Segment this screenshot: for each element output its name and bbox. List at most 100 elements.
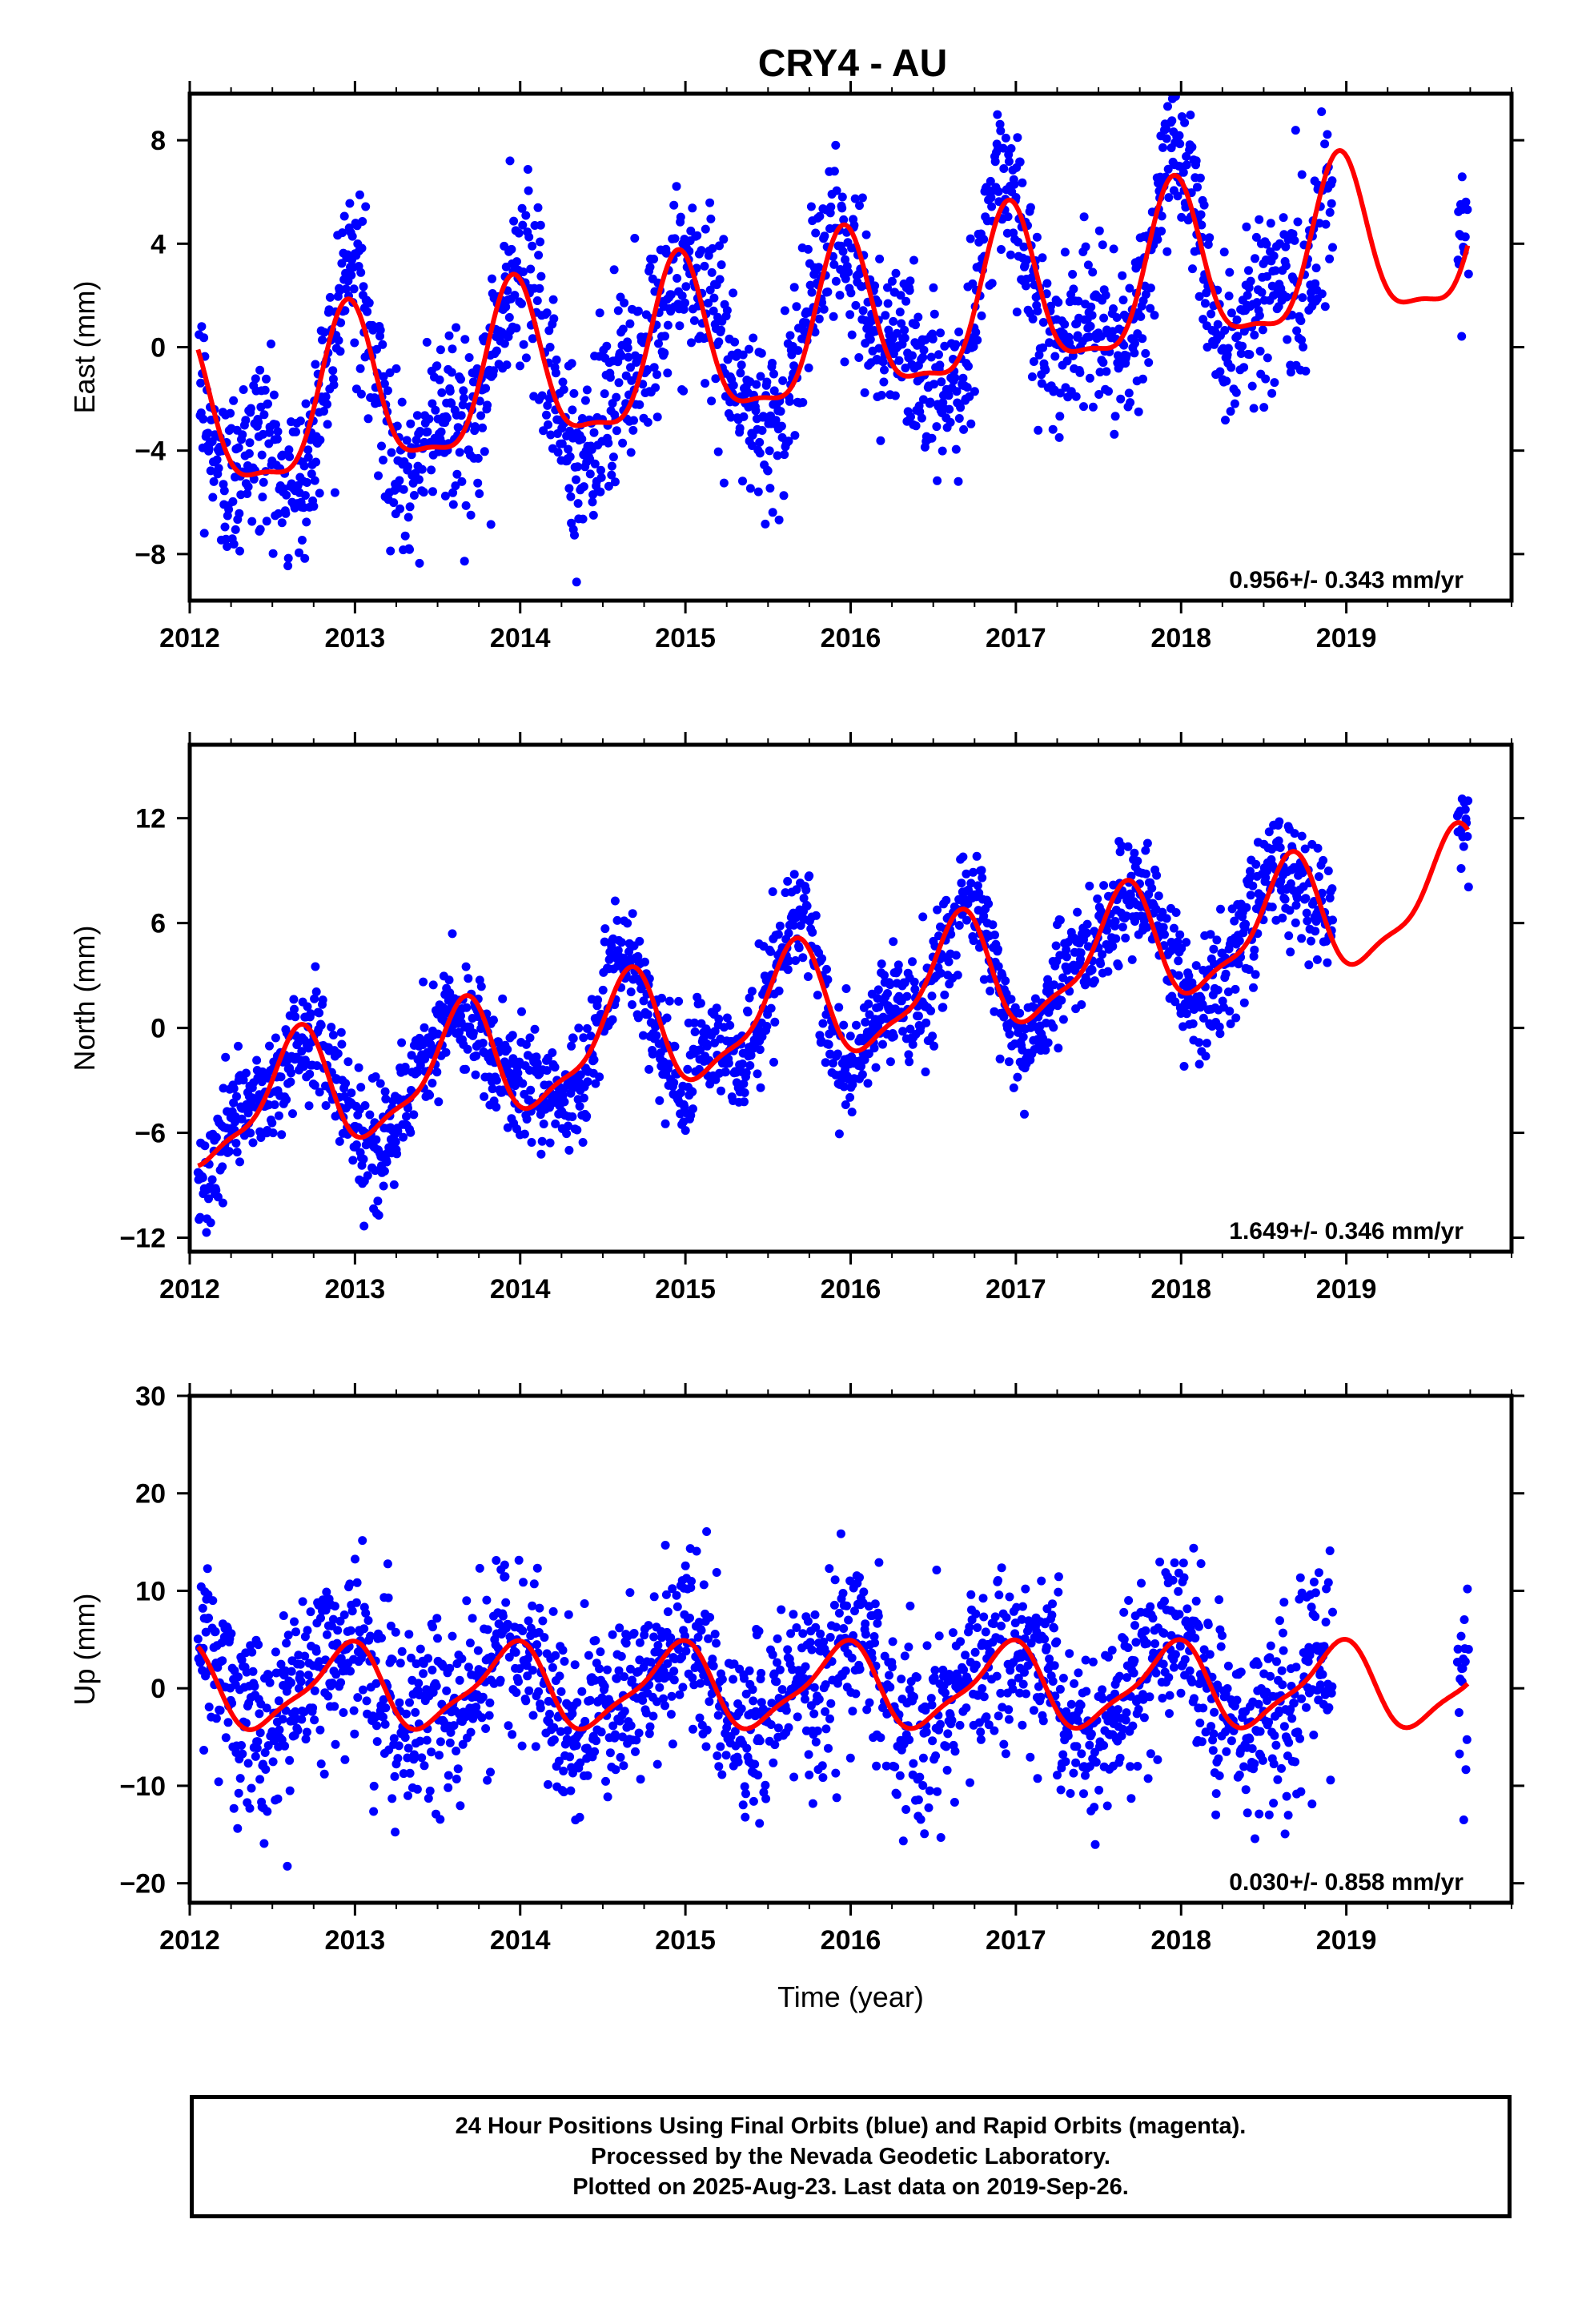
north-data-point bbox=[441, 1047, 451, 1057]
east-data-point bbox=[1012, 308, 1022, 317]
north-data-point bbox=[773, 930, 783, 939]
east-data-point bbox=[1297, 170, 1307, 179]
east-data-point bbox=[778, 376, 788, 385]
north-data-point bbox=[845, 1092, 855, 1102]
up-data-point bbox=[529, 1579, 539, 1589]
east-data-point bbox=[1109, 244, 1118, 254]
east-data-point bbox=[999, 164, 1009, 173]
up-data-point bbox=[435, 1751, 444, 1760]
north-data-point bbox=[1015, 1008, 1025, 1018]
north-data-point bbox=[402, 1112, 411, 1121]
north-data-point bbox=[195, 1212, 205, 1222]
east-data-point bbox=[937, 377, 946, 387]
up-data-point bbox=[545, 1709, 554, 1719]
east-data-point bbox=[460, 393, 468, 403]
east-data-point bbox=[1144, 358, 1154, 368]
north-data-point bbox=[1114, 961, 1123, 971]
east-data-point bbox=[1227, 363, 1236, 372]
up-data-point bbox=[620, 1707, 629, 1716]
north-data-point bbox=[766, 1003, 776, 1013]
up-data-point bbox=[596, 1647, 605, 1657]
east-data-point bbox=[1000, 81, 1009, 90]
north-data-point bbox=[766, 947, 775, 956]
east-data-point bbox=[950, 373, 960, 383]
east-data-point bbox=[512, 324, 521, 333]
east-data-point bbox=[1162, 247, 1172, 256]
up-data-point bbox=[214, 1777, 223, 1787]
east-data-point bbox=[1282, 292, 1291, 302]
north-x-tick-label: 2015 bbox=[655, 1274, 716, 1305]
east-data-point bbox=[580, 396, 590, 405]
east-data-point bbox=[1069, 284, 1078, 294]
east-data-point bbox=[705, 198, 715, 207]
east-data-point bbox=[579, 482, 588, 492]
east-data-point bbox=[607, 461, 616, 471]
east-data-point bbox=[239, 385, 248, 394]
east-data-point bbox=[706, 214, 716, 223]
north-data-point bbox=[1291, 918, 1300, 927]
east-data-point bbox=[1251, 254, 1259, 263]
north-data-point bbox=[232, 1148, 242, 1157]
east-data-point bbox=[412, 411, 422, 420]
north-data-point bbox=[652, 1031, 661, 1040]
up-data-point bbox=[234, 1672, 243, 1682]
up-data-point bbox=[532, 1563, 542, 1573]
figure-title: CRY4 - AU bbox=[758, 42, 947, 85]
north-data-point bbox=[567, 1041, 576, 1051]
east-data-point bbox=[1054, 432, 1064, 442]
east-data-point bbox=[481, 384, 491, 393]
north-data-point bbox=[1077, 1000, 1086, 1009]
east-data-point bbox=[1048, 424, 1058, 434]
north-data-point bbox=[1175, 930, 1185, 939]
east-data-point bbox=[229, 540, 239, 549]
up-data-point bbox=[705, 1613, 715, 1622]
up-data-point bbox=[351, 1598, 361, 1607]
east-data-point bbox=[1291, 126, 1300, 135]
north-data-point bbox=[200, 1141, 210, 1151]
north-data-point bbox=[1121, 933, 1130, 943]
north-y-axis-label: North (mm) bbox=[68, 926, 101, 1072]
north-panel: 2012 2013 2014 2015 2016 2017 2018 20191260−6−1… bbox=[68, 732, 1524, 1305]
east-data-point bbox=[212, 455, 222, 464]
up-data-point bbox=[346, 1626, 355, 1635]
up-data-point bbox=[445, 1738, 455, 1747]
up-data-point bbox=[308, 1703, 318, 1713]
up-data-point bbox=[528, 1666, 537, 1675]
north-data-point bbox=[681, 1126, 690, 1136]
east-data-point bbox=[532, 296, 542, 305]
east-data-point bbox=[708, 243, 717, 253]
east-data-point bbox=[199, 529, 209, 538]
east-data-point bbox=[245, 438, 255, 448]
up-data-point bbox=[648, 1711, 658, 1721]
north-data-point bbox=[375, 1079, 385, 1088]
east-data-point bbox=[199, 333, 209, 343]
up-data-point bbox=[702, 1527, 712, 1536]
east-data-point bbox=[356, 389, 366, 399]
east-data-point bbox=[1006, 250, 1015, 259]
north-data-point bbox=[969, 867, 978, 877]
east-data-point bbox=[1244, 283, 1254, 292]
east-data-point bbox=[428, 487, 437, 497]
east-x-tick-label: 2019 bbox=[1316, 623, 1377, 653]
north-data-point bbox=[904, 1050, 913, 1059]
north-data-point bbox=[966, 879, 976, 888]
north-data-point bbox=[1004, 1057, 1014, 1067]
east-data-point bbox=[300, 491, 310, 501]
up-data-point bbox=[215, 1706, 225, 1715]
east-data-point bbox=[1166, 70, 1174, 79]
north-x-tick-label: 2019 bbox=[1316, 1274, 1377, 1305]
north-data-point bbox=[798, 953, 808, 963]
east-data-point bbox=[328, 366, 338, 376]
up-data-point bbox=[296, 1677, 306, 1687]
east-data-point bbox=[577, 414, 587, 423]
east-data-point bbox=[715, 241, 724, 251]
north-data-point bbox=[337, 1039, 347, 1049]
east-data-point bbox=[595, 308, 604, 318]
east-data-point bbox=[951, 444, 961, 454]
east-data-point bbox=[709, 293, 719, 303]
east-data-point bbox=[879, 377, 889, 387]
north-data-point bbox=[508, 1031, 517, 1040]
east-data-point bbox=[291, 427, 300, 436]
up-data-point bbox=[381, 1703, 391, 1713]
east-data-point bbox=[355, 190, 364, 199]
